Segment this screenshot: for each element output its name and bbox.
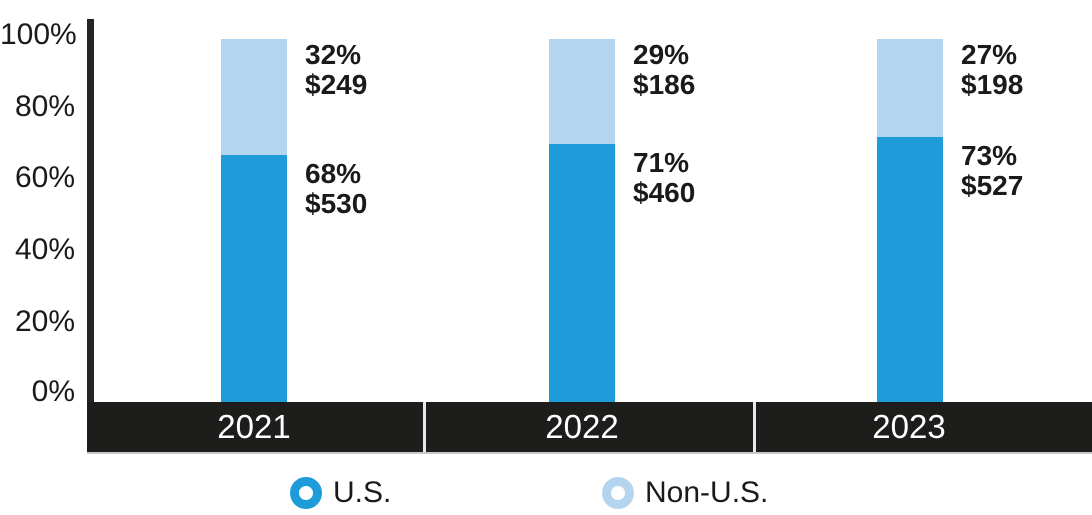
dollar-nonus-2022: $186 xyxy=(633,69,696,100)
pct-nonus-2022: 29% xyxy=(633,39,690,70)
value-label-nonus-2021: 32% $249 xyxy=(305,40,367,100)
y-tick-60: 60% xyxy=(14,161,75,194)
value-label-nonus-2023: 27% $198 xyxy=(961,40,1023,100)
band-divider-1 xyxy=(423,402,426,452)
dollar-nonus-2023: $198 xyxy=(961,69,1024,100)
pct-us-2021: 68% xyxy=(305,158,362,189)
x-label-2021: 2021 xyxy=(217,408,291,445)
legend-label-nonus: Non-U.S. xyxy=(645,475,769,509)
x-axis-band: 2021 2022 2023 xyxy=(87,402,1092,454)
bar-segment-us-2021 xyxy=(221,155,287,402)
nonus-legend-ring-icon xyxy=(602,476,634,509)
value-label-us-2023: 73% $527 xyxy=(961,141,1023,201)
bar-2023 xyxy=(877,39,943,402)
dollar-us-2022: $460 xyxy=(633,177,696,208)
legend-item-us: U.S. xyxy=(290,476,391,509)
band-divider-2 xyxy=(753,402,756,452)
dollar-us-2021: $530 xyxy=(305,188,368,219)
bar-segment-us-2022 xyxy=(549,144,615,402)
y-tick-40: 40% xyxy=(14,233,75,266)
bar-segment-us-2023 xyxy=(877,137,943,402)
pct-nonus-2021: 32% xyxy=(305,39,362,70)
legend-label-us: U.S. xyxy=(333,475,392,509)
y-tick-0: 0% xyxy=(31,375,75,408)
legend-item-nonus: Non-U.S. xyxy=(602,476,768,509)
x-label-2022: 2022 xyxy=(545,408,619,445)
dollar-nonus-2021: $249 xyxy=(305,69,368,100)
y-tick-80: 80% xyxy=(14,90,75,123)
y-tick-20: 20% xyxy=(14,305,75,338)
bar-2022 xyxy=(549,39,615,402)
pct-us-2023: 73% xyxy=(961,140,1018,171)
bar-segment-nonus-2021 xyxy=(221,39,287,155)
pct-nonus-2023: 27% xyxy=(961,39,1018,70)
bar-segment-nonus-2023 xyxy=(877,39,943,137)
x-label-2023: 2023 xyxy=(872,408,946,445)
value-label-nonus-2022: 29% $186 xyxy=(633,40,695,100)
bar-segment-nonus-2022 xyxy=(549,39,615,144)
us-legend-ring-icon xyxy=(290,476,322,509)
dollar-us-2023: $527 xyxy=(961,170,1024,201)
y-tick-100: 100% xyxy=(0,18,77,51)
value-label-us-2022: 71% $460 xyxy=(633,148,695,208)
pct-us-2022: 71% xyxy=(633,147,690,178)
value-label-us-2021: 68% $530 xyxy=(305,159,367,219)
bar-2021 xyxy=(221,39,287,402)
y-axis-line xyxy=(87,19,94,402)
